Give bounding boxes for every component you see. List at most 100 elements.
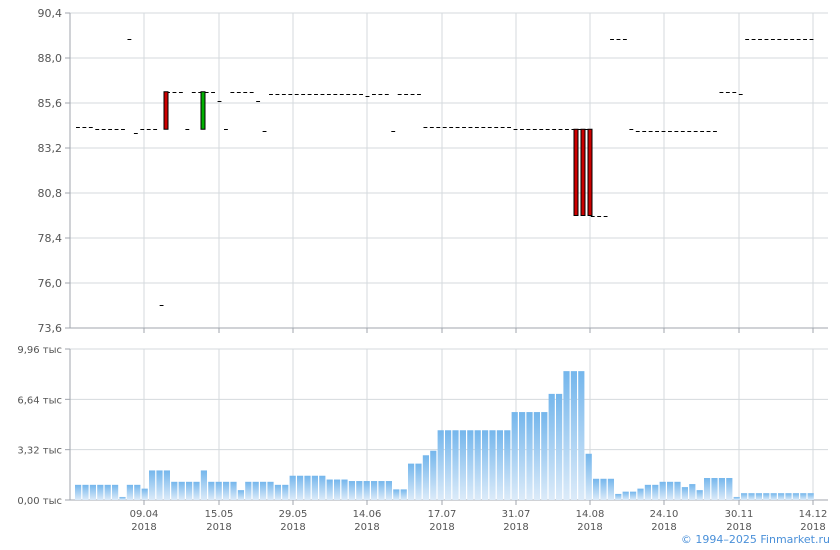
volume-bar	[89, 484, 96, 500]
volume-bar	[778, 493, 785, 500]
volume-bar	[341, 479, 348, 500]
date-tick-label: 14.08	[576, 509, 605, 520]
volume-bar	[681, 487, 688, 500]
volume-bar	[393, 489, 400, 500]
volume-bar	[430, 450, 437, 500]
volume-bar	[311, 475, 318, 500]
volume-bar	[511, 412, 518, 500]
volume-bar	[186, 481, 193, 500]
volume-bar	[437, 430, 444, 500]
volume-bar	[689, 484, 696, 500]
volume-bar	[763, 493, 770, 500]
volume-bar	[533, 412, 540, 500]
volume-bar	[615, 493, 622, 500]
year-tick-label: 2018	[354, 522, 379, 533]
volume-bar	[141, 488, 148, 500]
date-x-axis: 09.04 2018 15.05 2018 29.05 2018 14.06 2018 17.0…	[130, 328, 828, 533]
volume-bar	[585, 453, 592, 500]
date-tick-label: 17.07	[428, 509, 457, 520]
volume-bar	[134, 484, 141, 500]
year-tick-label: 2018	[131, 522, 156, 533]
volume-bar	[252, 481, 259, 500]
volume-bar	[652, 484, 659, 500]
volume-bar	[785, 493, 792, 500]
volume-bar	[119, 496, 126, 500]
year-tick-label: 2018	[503, 522, 528, 533]
volume-bar	[112, 484, 119, 500]
volume-bar	[459, 430, 466, 500]
volume-bar	[422, 455, 429, 500]
price-tick-label: 85,6	[38, 97, 63, 110]
volume-bar	[178, 481, 185, 500]
volume-bar	[415, 463, 422, 500]
volume-bar	[163, 470, 170, 500]
date-tick-label: 15.05	[205, 509, 234, 520]
volume-bar	[526, 412, 533, 500]
candle-body	[200, 91, 206, 130]
price-y-axis: 90,4 88,0 85,6 83,2 80,8 78,4 76,0 73,6	[38, 7, 828, 335]
volume-tick-label: 9,96 тыс	[17, 345, 62, 356]
volume-bar	[400, 489, 407, 500]
volume-bar	[504, 430, 511, 500]
year-tick-label: 2018	[726, 522, 751, 533]
volume-bar	[289, 475, 296, 500]
volume-bar	[348, 481, 355, 500]
volume-bar	[200, 470, 207, 500]
volume-tick-label: 3,32 тыс	[17, 446, 62, 457]
price-tick-label: 83,2	[38, 142, 63, 155]
volume-bar	[607, 478, 614, 500]
volume-bar	[297, 475, 304, 500]
volume-bar	[600, 478, 607, 500]
volume-bar	[570, 371, 577, 500]
volume-bar	[260, 481, 267, 500]
price-tick-label: 73,6	[38, 322, 63, 335]
date-tick-label: 14.12	[799, 509, 828, 520]
price-tick-label: 90,4	[38, 7, 63, 20]
volume-bar	[578, 371, 585, 500]
volume-bar	[755, 493, 762, 500]
price-tick-label: 76,0	[38, 277, 63, 290]
volume-bar	[593, 478, 600, 500]
volume-bar	[563, 371, 570, 500]
volume-bar	[496, 430, 503, 500]
volume-bar	[371, 481, 378, 500]
volume-bar	[104, 484, 111, 500]
price-tick-label: 80,8	[38, 187, 63, 200]
volume-bar	[622, 491, 629, 500]
volume-bar	[363, 481, 370, 500]
volume-bar	[644, 484, 651, 500]
volume-bar	[474, 430, 481, 500]
volume-bar	[637, 488, 644, 500]
volume-bar	[467, 430, 474, 500]
volume-bars	[75, 371, 814, 500]
year-tick-label: 2018	[280, 522, 305, 533]
volume-bar	[704, 478, 711, 500]
date-tick-label: 30.11	[725, 509, 754, 520]
volume-bar	[770, 493, 777, 500]
volume-bar	[171, 481, 178, 500]
volume-bar	[452, 430, 459, 500]
volume-bar	[696, 490, 703, 500]
volume-bar	[385, 481, 392, 500]
volume-bar	[304, 475, 311, 500]
volume-bar	[726, 478, 733, 500]
volume-bar	[326, 479, 333, 500]
copyright-link[interactable]: © 1994–2025 Finmarket.ru	[680, 533, 830, 546]
volume-bar	[267, 481, 274, 500]
volume-bar	[319, 475, 326, 500]
volume-bar	[556, 393, 563, 500]
volume-bar	[489, 430, 496, 500]
candle-body	[573, 128, 579, 216]
volume-bar	[282, 484, 289, 500]
price-series	[76, 39, 814, 306]
year-tick-label: 2018	[800, 522, 825, 533]
volume-bar	[548, 393, 555, 500]
date-tick-label: 09.04	[130, 509, 159, 520]
year-tick-label: 2018	[651, 522, 676, 533]
volume-bar	[741, 493, 748, 500]
volume-bar	[193, 481, 200, 500]
volume-bar	[408, 463, 415, 500]
price-grid	[70, 12, 828, 329]
volume-bar	[75, 484, 82, 500]
